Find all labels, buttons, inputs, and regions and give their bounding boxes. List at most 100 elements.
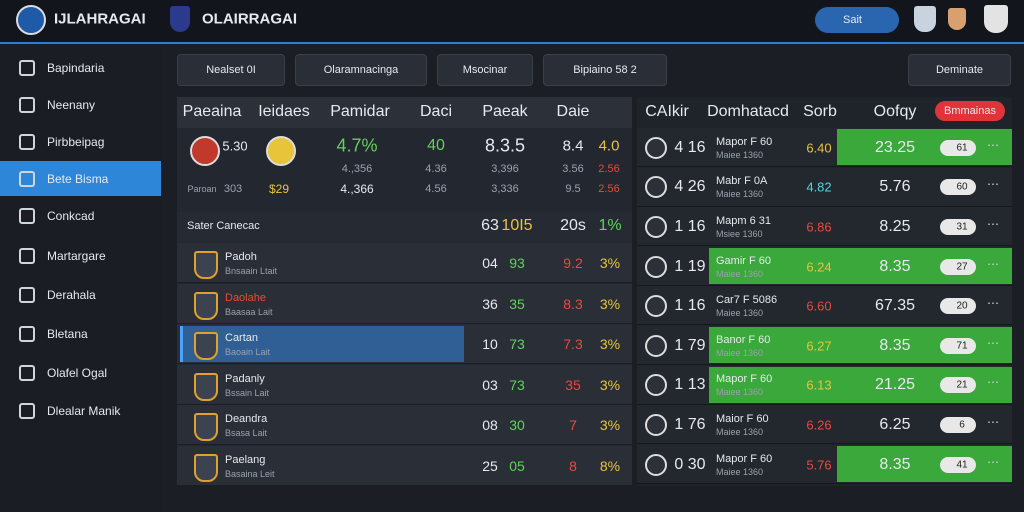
card-value: 3,396	[491, 163, 519, 175]
nav-item[interactable]: Bete Bisma	[47, 172, 109, 186]
row[interactable]	[177, 283, 632, 324]
team-sub: Bnsaain Ltait	[225, 266, 278, 276]
card-value: 2.56	[598, 163, 620, 175]
match-sub: Msiee 1360	[716, 229, 763, 239]
match-sub: Maiee 1360	[716, 149, 764, 160]
badge[interactable]	[940, 337, 976, 354]
filter[interactable]	[543, 54, 667, 86]
nav-item[interactable]: Dlealar Manik	[47, 404, 121, 418]
nav-item[interactable]: Bapindaria	[47, 61, 105, 75]
row[interactable]	[177, 243, 632, 283]
nav-icon[interactable]	[19, 208, 35, 224]
row-value: 08	[482, 417, 498, 433]
badge-icon[interactable]	[914, 6, 936, 32]
card-value: $29	[268, 182, 290, 196]
search[interactable]	[815, 7, 899, 33]
nav-icon[interactable]	[19, 171, 35, 187]
more-button[interactable]: ⋯	[987, 335, 999, 350]
badge-label: 27	[956, 261, 968, 273]
more-button[interactable]: ⋯	[987, 454, 999, 469]
value: 6.25	[879, 416, 911, 433]
match-number: 1 13	[674, 376, 706, 394]
column-header: Sorb	[803, 103, 837, 120]
nav-icon[interactable]	[19, 326, 35, 342]
nav-item[interactable]: Martargare	[47, 249, 106, 263]
badge[interactable]	[940, 139, 976, 156]
filter[interactable]	[437, 54, 533, 86]
nav-item[interactable]: Conkcad	[47, 209, 95, 223]
badge[interactable]	[940, 456, 976, 473]
nav-icon[interactable]	[19, 134, 35, 150]
row[interactable]	[177, 405, 632, 445]
section-value: 20s	[560, 217, 586, 234]
more-button[interactable]: ⋯	[987, 177, 999, 192]
value: 23.25	[874, 138, 916, 156]
badge[interactable]	[940, 298, 976, 315]
team-name: Padoh	[225, 251, 257, 263]
row-value: 73	[509, 376, 525, 393]
team-sub: Baoain Lait	[225, 347, 271, 357]
match-number: 4 16	[674, 138, 706, 156]
nav-item[interactable]: Bletana	[47, 327, 88, 341]
badge-label: 20	[956, 300, 968, 312]
row[interactable]	[177, 445, 632, 486]
filter[interactable]	[295, 54, 427, 86]
badge-icon[interactable]	[984, 5, 1008, 33]
badge-label: 61	[956, 142, 968, 154]
filter[interactable]	[177, 54, 285, 86]
card-value: 4.56	[425, 183, 447, 195]
badge[interactable]	[940, 179, 976, 196]
team-sub: Bssain Lait	[225, 387, 270, 398]
odds: 6.26	[806, 417, 832, 433]
filter[interactable]	[908, 54, 1011, 86]
row-selected[interactable]	[180, 326, 464, 362]
nav-icon[interactable]	[19, 60, 35, 76]
card-value: Paroan	[187, 184, 217, 194]
club-icon	[645, 255, 667, 278]
filter-label: Deminate	[935, 64, 984, 76]
nav-icon[interactable]	[19, 287, 35, 303]
nav-icon[interactable]	[19, 403, 35, 419]
team-name: Deandra	[225, 413, 268, 425]
row-value: 3%	[599, 417, 621, 433]
row-value: 73	[509, 336, 525, 352]
filter-label: Bipiaino 58 2	[573, 64, 637, 76]
nav-icon[interactable]	[19, 97, 35, 113]
club-icon	[645, 414, 667, 436]
badge-icon[interactable]	[948, 8, 966, 30]
row-highlight	[837, 445, 1012, 482]
more-button[interactable]: ⋯	[987, 217, 999, 231]
match-sub: Maiee 1360	[716, 387, 764, 398]
more-button[interactable]: ⋯	[987, 137, 999, 152]
card-value: 40	[427, 137, 445, 154]
nav-item[interactable]: Derahala	[47, 288, 96, 302]
row[interactable]	[177, 364, 632, 405]
match-name: Mabr F 0A	[716, 175, 768, 188]
more-button[interactable]: ⋯	[987, 415, 999, 429]
active-item[interactable]	[0, 161, 161, 196]
column-header: Daie	[556, 103, 590, 120]
filter-button[interactable]	[935, 101, 1005, 121]
nav-icon[interactable]	[19, 248, 35, 264]
team-sub: Baasaa Lait	[225, 306, 273, 317]
odds: 6.86	[806, 219, 832, 235]
row-value: 03	[482, 376, 498, 393]
nav-item[interactable]: Pirbbeipag	[47, 135, 105, 149]
badge[interactable]	[940, 377, 976, 394]
team-sub: Bsasa Lait	[225, 428, 268, 438]
nav-icon[interactable]	[19, 365, 35, 381]
odds: 6.24	[806, 259, 832, 275]
more-button[interactable]: ⋯	[987, 375, 999, 390]
section-value: 63	[481, 217, 499, 234]
badge[interactable]	[940, 219, 976, 235]
badge[interactable]	[940, 258, 976, 275]
more-button[interactable]: ⋯	[987, 296, 999, 311]
row-value: 8%	[599, 457, 621, 474]
card-value: 4.7%	[336, 135, 378, 156]
badge[interactable]	[940, 417, 976, 433]
nav-item[interactable]: Olafel Ogal	[47, 366, 108, 380]
row-value: 35	[509, 295, 525, 312]
more-button[interactable]: ⋯	[987, 256, 999, 271]
nav-item[interactable]: Neenany	[47, 98, 96, 112]
